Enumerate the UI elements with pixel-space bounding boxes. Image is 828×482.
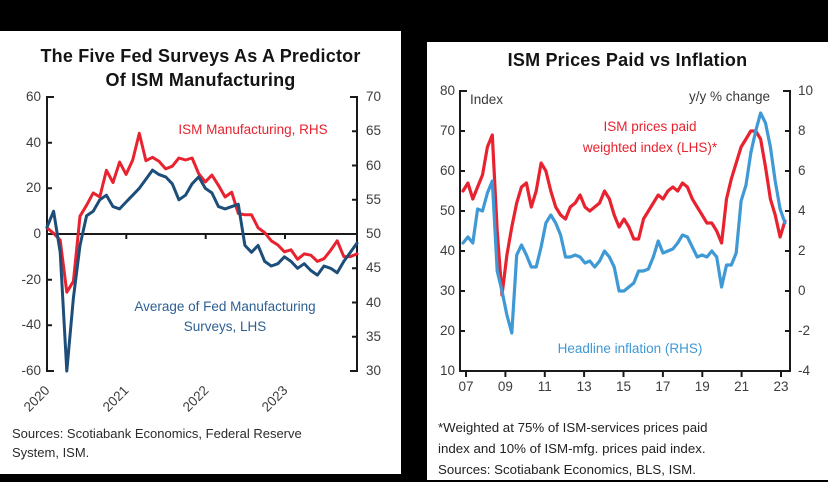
chart-title-line-2: Of ISM Manufacturing bbox=[105, 70, 296, 90]
right-axis-tick-label: 4 bbox=[798, 203, 806, 218]
left-axis-tick-label: -40 bbox=[21, 317, 41, 333]
footnote-line-1: *Weighted at 75% of ISM-services prices … bbox=[438, 420, 708, 435]
series-line-ism-prices-paid-weighted-index-lhs bbox=[461, 129, 787, 297]
left-axis-tick-label: 20 bbox=[439, 323, 455, 338]
series-label-ism-prices-paid-line-1: ISM prices paid bbox=[603, 119, 697, 134]
source-note: Sources: Scotiabank Economics, Federal R… bbox=[12, 425, 392, 462]
series-label-headline-inflation: Headline inflation (RHS) bbox=[557, 341, 703, 356]
x-axis-tick-label: 21 bbox=[734, 379, 750, 394]
series-line-ism-manufacturing-rhs bbox=[45, 131, 359, 294]
chart-title: The Five Fed Surveys As A Predictor Of I… bbox=[0, 44, 401, 92]
axis-frame bbox=[46, 96, 358, 372]
series-label-ism-manufacturing: ISM Manufacturing, RHS bbox=[178, 122, 328, 137]
right-axis-caption: y/y % change bbox=[688, 89, 770, 104]
source-note-line-2: System, ISM. bbox=[12, 444, 90, 460]
left-axis-tick-label: 60 bbox=[439, 163, 455, 178]
right-axis-tick-label: -4 bbox=[798, 363, 811, 378]
right-axis-tick-label: 40 bbox=[366, 294, 382, 310]
right-axis-tick-label: 8 bbox=[798, 123, 806, 138]
x-axis-tick-label: 13 bbox=[576, 379, 592, 394]
right-axis-tick-label: 55 bbox=[366, 191, 382, 207]
left-axis-tick-label: 40 bbox=[439, 243, 455, 258]
left-axis-tick-label: 70 bbox=[439, 123, 455, 138]
left-axis-tick-label: -20 bbox=[21, 271, 41, 287]
right-axis-tick-label: 50 bbox=[366, 226, 382, 241]
right-axis-tick-label: 70 bbox=[366, 89, 382, 104]
left-axis-tick-label: 50 bbox=[439, 203, 455, 218]
footnote-line-2: index and 10% of ISM-mfg. prices paid in… bbox=[438, 441, 706, 456]
x-axis-tick-label: 15 bbox=[615, 379, 632, 394]
x-axis-tick-label: 17 bbox=[655, 379, 671, 394]
fed-surveys-chart-canvas bbox=[45, 96, 359, 373]
series-line-average-of-fed-manufacturing-surveys-lhs bbox=[45, 168, 359, 373]
series-label-fed-surveys-line-1: Average of Fed Manufacturing bbox=[134, 299, 316, 314]
left-axis-tick-label: 20 bbox=[25, 180, 41, 196]
left-axis-tick-label: 0 bbox=[33, 226, 41, 241]
x-axis-tick-label: 09 bbox=[497, 379, 513, 394]
right-axis-tick-label: 2 bbox=[798, 243, 806, 258]
chart-title-line-1: The Five Fed Surveys As A Predictor bbox=[40, 46, 361, 66]
left-axis-tick-label: 80 bbox=[439, 83, 455, 98]
ism-prices-chart-panel: ISM Prices Paid vs Inflation Index y/y %… bbox=[427, 42, 828, 480]
fed-surveys-chart-panel: The Five Fed Surveys As A Predictor Of I… bbox=[0, 31, 401, 474]
right-axis-tick-label: 60 bbox=[366, 157, 382, 173]
left-axis-tick-label: 40 bbox=[25, 134, 41, 150]
left-axis-caption: Index bbox=[470, 92, 504, 107]
axis-frame bbox=[459, 90, 791, 377]
x-axis-tick-label: 19 bbox=[694, 379, 710, 394]
right-axis-tick-label: 10 bbox=[798, 83, 814, 98]
series-line-headline-inflation-rhs bbox=[461, 111, 787, 335]
series-label-fed-surveys: Average of Fed Manufacturing Surveys, LH… bbox=[95, 297, 355, 337]
right-axis-tick-label: 45 bbox=[366, 260, 382, 276]
series-label-ism-prices-paid: ISM prices paid weighted index (LHS)* bbox=[530, 116, 770, 158]
right-axis-tick-label: 6 bbox=[798, 163, 806, 178]
right-axis-tick-label: 35 bbox=[366, 328, 382, 344]
left-axis-tick-label: 30 bbox=[439, 283, 455, 298]
left-axis-tick-label: 10 bbox=[439, 363, 455, 378]
left-axis-tick-label: 60 bbox=[25, 89, 41, 104]
chart-title: ISM Prices Paid vs Inflation bbox=[427, 48, 828, 72]
footnote-line-3: Sources: Scotiabank Economics, BLS, ISM. bbox=[438, 462, 696, 477]
right-axis-tick-label: 0 bbox=[798, 283, 806, 298]
footnote: *Weighted at 75% of ISM-services prices … bbox=[438, 417, 826, 480]
chart-title-line-1: ISM Prices Paid vs Inflation bbox=[507, 50, 748, 70]
right-axis-tick-label: -2 bbox=[798, 323, 811, 338]
x-axis-tick-label: 07 bbox=[458, 379, 474, 394]
series-label-fed-surveys-line-2: Surveys, LHS bbox=[183, 319, 267, 334]
source-note-line-1: Sources: Scotiabank Economics, Federal R… bbox=[12, 426, 302, 441]
right-axis-tick-label: 30 bbox=[366, 363, 382, 378]
x-axis-tick-label: 23 bbox=[773, 379, 789, 394]
series-label-ism-prices-paid-line-2: weighted index (LHS)* bbox=[582, 140, 718, 155]
right-axis-tick-label: 65 bbox=[366, 123, 382, 139]
ism-prices-chart-canvas bbox=[459, 90, 791, 377]
left-axis-tick-label: -60 bbox=[21, 363, 41, 378]
x-axis-tick-label: 11 bbox=[537, 379, 552, 394]
